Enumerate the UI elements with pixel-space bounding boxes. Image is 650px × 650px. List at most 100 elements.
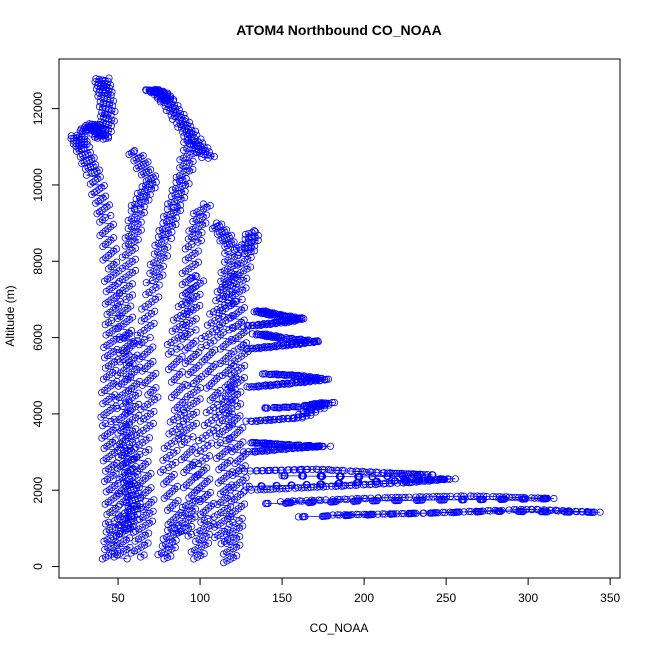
data-point: [192, 315, 200, 323]
data-point: [125, 330, 134, 338]
data-point: [193, 208, 201, 216]
data-point: [261, 307, 270, 315]
data-point: [224, 366, 232, 375]
data-point: [211, 414, 219, 422]
data-point: [149, 357, 157, 365]
data-point: [191, 458, 199, 466]
data-point: [121, 234, 129, 242]
data-point: [196, 214, 204, 222]
data-point: [273, 380, 282, 388]
data-point: [132, 463, 140, 471]
data-point: [139, 505, 147, 513]
data-point: [537, 507, 545, 516]
data-point: [204, 515, 212, 523]
data-point: [374, 510, 382, 518]
data-point: [109, 220, 118, 228]
data-point: [210, 377, 218, 385]
data-point: [202, 506, 210, 514]
data-point: [318, 480, 326, 489]
data-point: [172, 178, 180, 186]
data-point: [269, 415, 278, 423]
data-point: [440, 475, 448, 483]
data-point: [174, 334, 182, 342]
x-tick-label: 50: [111, 591, 125, 605]
data-point: [91, 176, 100, 185]
data-point: [224, 535, 232, 544]
data-point: [95, 166, 104, 174]
data-point: [178, 335, 186, 343]
data-point: [227, 335, 235, 344]
data-point: [188, 445, 196, 454]
data-point: [134, 470, 142, 479]
data-point: [210, 337, 218, 345]
data-point: [176, 164, 184, 172]
data-point: [491, 506, 499, 514]
data-point: [184, 532, 192, 540]
data-point: [116, 312, 125, 320]
data-point: [329, 511, 337, 519]
data-point: [237, 259, 245, 267]
data-point: [144, 500, 153, 509]
data-point: [210, 499, 218, 508]
data-point: [111, 391, 119, 399]
data-point: [268, 319, 276, 327]
data-point: [144, 376, 152, 385]
data-point: [188, 240, 196, 248]
data-point: [251, 228, 259, 236]
data-point: [276, 310, 285, 319]
data-point: [150, 319, 158, 327]
data-point: [209, 308, 218, 316]
data-point: [189, 141, 197, 149]
data-point: [158, 542, 166, 550]
data-point: [188, 461, 196, 469]
data-point: [180, 146, 188, 154]
data-point: [168, 487, 176, 495]
data-point: [147, 185, 156, 193]
data-point: [171, 485, 179, 493]
data-point: [294, 513, 303, 521]
data-point: [184, 235, 192, 243]
data-point: [178, 300, 186, 309]
data-point: [596, 508, 604, 516]
data-point: [128, 280, 136, 288]
data-point: [139, 193, 147, 201]
data-point: [173, 358, 181, 366]
data-point: [178, 527, 186, 535]
data-point: [174, 511, 183, 519]
data-point: [164, 520, 172, 529]
data-point: [216, 359, 224, 367]
data-point: [285, 466, 293, 474]
data-point: [163, 533, 171, 542]
data-point: [169, 501, 177, 510]
data-point: [139, 152, 147, 160]
data-point: [206, 522, 214, 530]
data-point: [227, 443, 235, 451]
data-point: [206, 339, 214, 347]
data-point: [242, 474, 250, 482]
data-point: [134, 236, 142, 244]
data-point: [178, 368, 186, 376]
data-point: [159, 262, 167, 270]
chart-title: ATOM4 Northbound CO_NOAA: [236, 22, 442, 38]
data-point: [191, 443, 199, 451]
data-point: [125, 373, 133, 381]
x-tick-label: 350: [600, 591, 620, 605]
data-point: [192, 326, 200, 334]
data-point: [256, 416, 264, 424]
data-point: [259, 466, 267, 475]
data-point: [472, 508, 481, 516]
data-point: [266, 439, 275, 447]
data-point: [250, 308, 258, 316]
data-point: [134, 212, 142, 220]
data-point: [219, 371, 227, 379]
data-point: [252, 308, 261, 316]
data-point: [237, 246, 246, 254]
data-point: [192, 497, 200, 505]
data-point: [165, 430, 173, 438]
data-point: [137, 226, 145, 234]
data-point: [178, 440, 186, 448]
data-point: [514, 507, 522, 515]
data-point: [279, 341, 287, 349]
data-point: [206, 202, 214, 210]
